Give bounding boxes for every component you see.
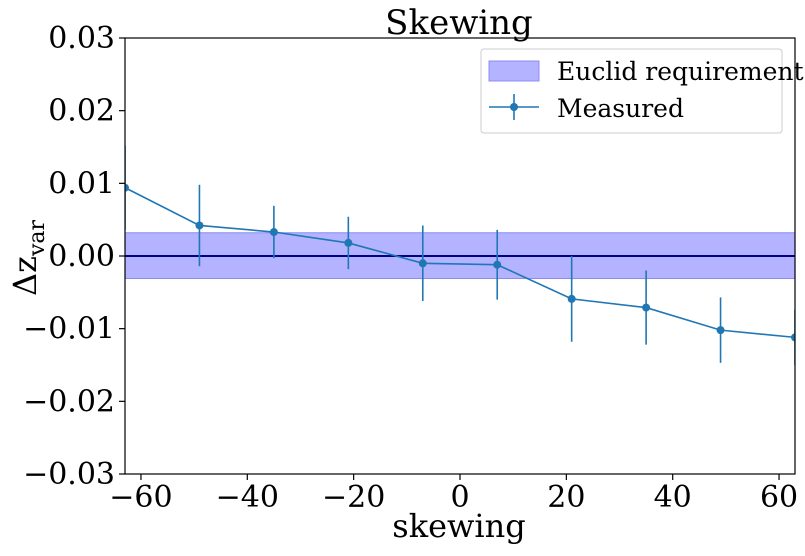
x-tick-label: 20 (547, 480, 585, 515)
x-axis-title: skewing (392, 507, 525, 545)
data-point (642, 303, 651, 312)
y-axis-title: Δzvar (6, 220, 50, 297)
series-line (125, 186, 795, 339)
y-axis-title-main: Δz (6, 256, 44, 296)
y-tick-label: −0.01 (23, 312, 115, 347)
data-point (418, 259, 427, 268)
y-tick-label: −0.02 (23, 384, 115, 419)
y-tick-label: −0.03 (23, 457, 115, 492)
x-tick-label: −40 (216, 480, 279, 515)
data-point (567, 294, 576, 303)
x-tick-label: 0 (450, 480, 469, 515)
y-tick-label: 0.01 (48, 166, 115, 201)
data-point (269, 228, 278, 237)
x-tick-label: 60 (760, 480, 798, 515)
legend-label-series: Measured (557, 94, 684, 123)
y-tick-label: 0.03 (48, 21, 115, 56)
legend-series-marker (510, 103, 518, 111)
series-0 (125, 145, 795, 365)
legend-label-band: Euclid requirement (557, 57, 804, 86)
x-tick-label: −60 (109, 480, 172, 515)
x-tick-label: −20 (322, 480, 385, 515)
data-point (125, 183, 129, 192)
data-point (195, 221, 204, 230)
y-axis-title-subscript: var (25, 220, 50, 258)
chart-title: Skewing (385, 3, 533, 43)
data-point (493, 260, 502, 269)
y-tick-label: 0.00 (48, 239, 115, 274)
data-point (791, 333, 795, 342)
y-tick-label: 0.02 (48, 94, 115, 129)
legend: Euclid requirement Measured (480, 48, 804, 134)
data-point (344, 238, 353, 247)
legend-frame (480, 48, 783, 134)
legend-band-swatch (488, 60, 540, 82)
data-point (716, 326, 725, 335)
x-tick-label: 40 (654, 480, 692, 515)
